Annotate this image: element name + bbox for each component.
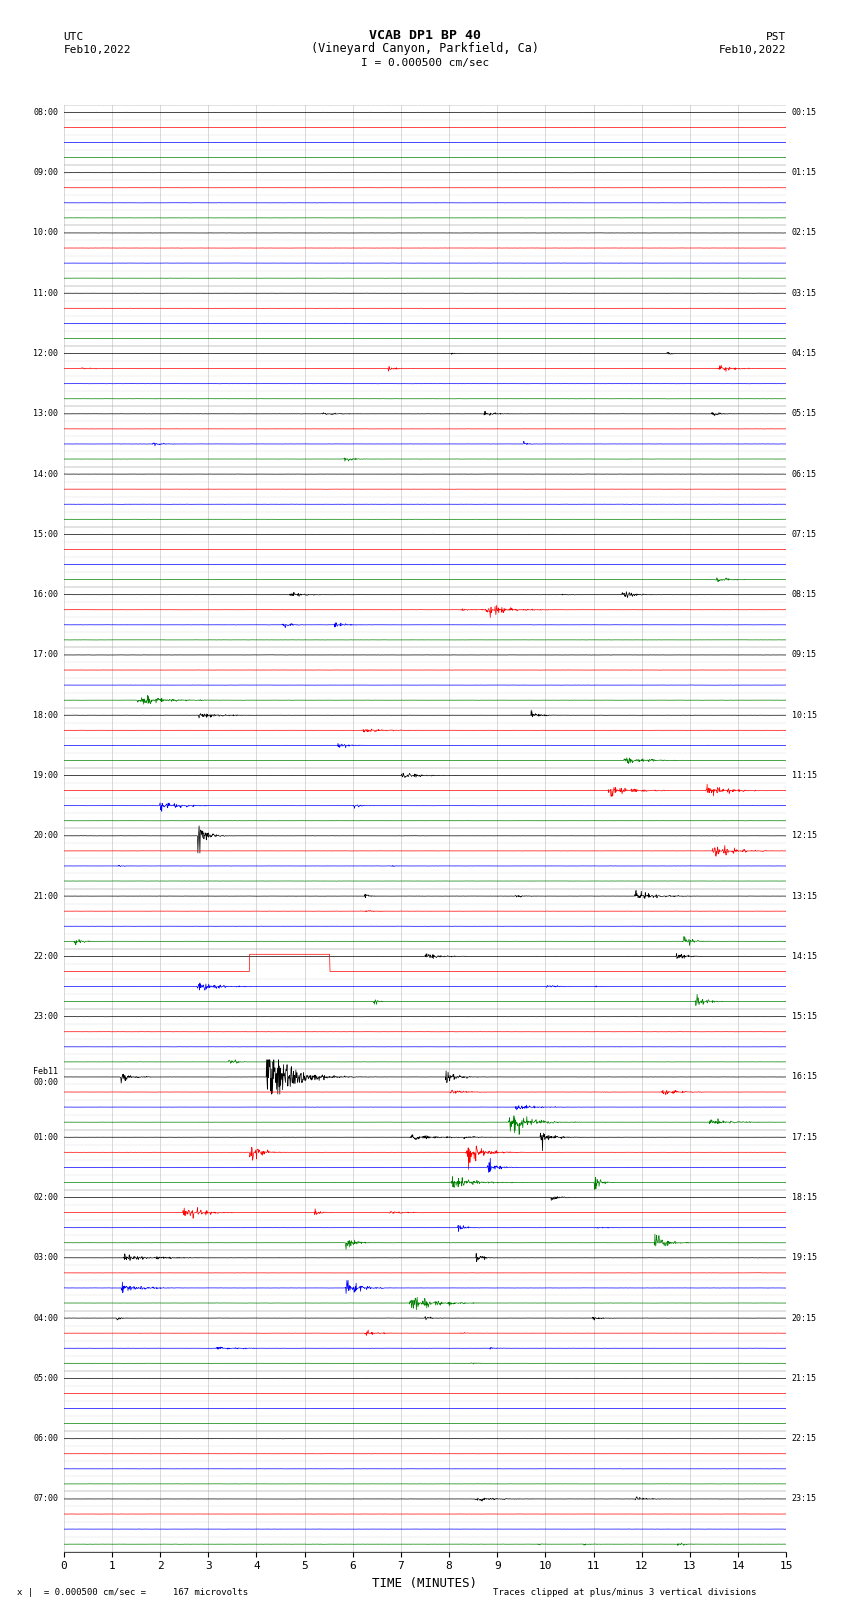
- Text: 02:00: 02:00: [33, 1194, 58, 1202]
- Text: 00:15: 00:15: [792, 108, 817, 116]
- Text: 11:00: 11:00: [33, 289, 58, 298]
- Text: 05:15: 05:15: [792, 410, 817, 418]
- Text: 11:15: 11:15: [792, 771, 817, 781]
- Text: 23:00: 23:00: [33, 1013, 58, 1021]
- Text: UTC: UTC: [64, 32, 84, 42]
- Text: Feb11
00:00: Feb11 00:00: [33, 1068, 58, 1087]
- Text: 04:00: 04:00: [33, 1313, 58, 1323]
- Text: 13:00: 13:00: [33, 410, 58, 418]
- Text: 02:15: 02:15: [792, 229, 817, 237]
- Text: 20:00: 20:00: [33, 831, 58, 840]
- Text: 22:00: 22:00: [33, 952, 58, 961]
- Text: 16:00: 16:00: [33, 590, 58, 598]
- Text: 15:00: 15:00: [33, 531, 58, 539]
- Text: 04:15: 04:15: [792, 348, 817, 358]
- Text: 07:15: 07:15: [792, 531, 817, 539]
- Text: 17:15: 17:15: [792, 1132, 817, 1142]
- Text: 01:00: 01:00: [33, 1132, 58, 1142]
- Text: 18:15: 18:15: [792, 1194, 817, 1202]
- Text: 21:00: 21:00: [33, 892, 58, 900]
- Text: Feb10,2022: Feb10,2022: [719, 45, 786, 55]
- Text: 12:15: 12:15: [792, 831, 817, 840]
- Text: 08:00: 08:00: [33, 108, 58, 116]
- Text: 22:15: 22:15: [792, 1434, 817, 1444]
- Text: 09:15: 09:15: [792, 650, 817, 660]
- Text: 08:15: 08:15: [792, 590, 817, 598]
- Text: (Vineyard Canyon, Parkfield, Ca): (Vineyard Canyon, Parkfield, Ca): [311, 42, 539, 55]
- Text: 20:15: 20:15: [792, 1313, 817, 1323]
- Text: 13:15: 13:15: [792, 892, 817, 900]
- Text: 01:15: 01:15: [792, 168, 817, 177]
- Text: 17:00: 17:00: [33, 650, 58, 660]
- Text: PST: PST: [766, 32, 786, 42]
- Text: 21:15: 21:15: [792, 1374, 817, 1382]
- Text: 18:00: 18:00: [33, 711, 58, 719]
- X-axis label: TIME (MINUTES): TIME (MINUTES): [372, 1578, 478, 1590]
- Text: 14:00: 14:00: [33, 469, 58, 479]
- Text: 19:00: 19:00: [33, 771, 58, 781]
- Text: 12:00: 12:00: [33, 348, 58, 358]
- Text: 05:00: 05:00: [33, 1374, 58, 1382]
- Text: 16:15: 16:15: [792, 1073, 817, 1081]
- Text: Feb10,2022: Feb10,2022: [64, 45, 131, 55]
- Text: 03:15: 03:15: [792, 289, 817, 298]
- Text: 03:00: 03:00: [33, 1253, 58, 1263]
- Text: 09:00: 09:00: [33, 168, 58, 177]
- Text: 10:00: 10:00: [33, 229, 58, 237]
- Text: 19:15: 19:15: [792, 1253, 817, 1263]
- Text: VCAB DP1 BP 40: VCAB DP1 BP 40: [369, 29, 481, 42]
- Text: Traces clipped at plus/minus 3 vertical divisions: Traces clipped at plus/minus 3 vertical …: [493, 1587, 756, 1597]
- Text: 14:15: 14:15: [792, 952, 817, 961]
- Text: 23:15: 23:15: [792, 1495, 817, 1503]
- Text: 15:15: 15:15: [792, 1013, 817, 1021]
- Text: 06:15: 06:15: [792, 469, 817, 479]
- Text: 06:00: 06:00: [33, 1434, 58, 1444]
- Text: 10:15: 10:15: [792, 711, 817, 719]
- Text: x |  = 0.000500 cm/sec =     167 microvolts: x | = 0.000500 cm/sec = 167 microvolts: [17, 1587, 248, 1597]
- Text: I = 0.000500 cm/sec: I = 0.000500 cm/sec: [361, 58, 489, 68]
- Text: 07:00: 07:00: [33, 1495, 58, 1503]
